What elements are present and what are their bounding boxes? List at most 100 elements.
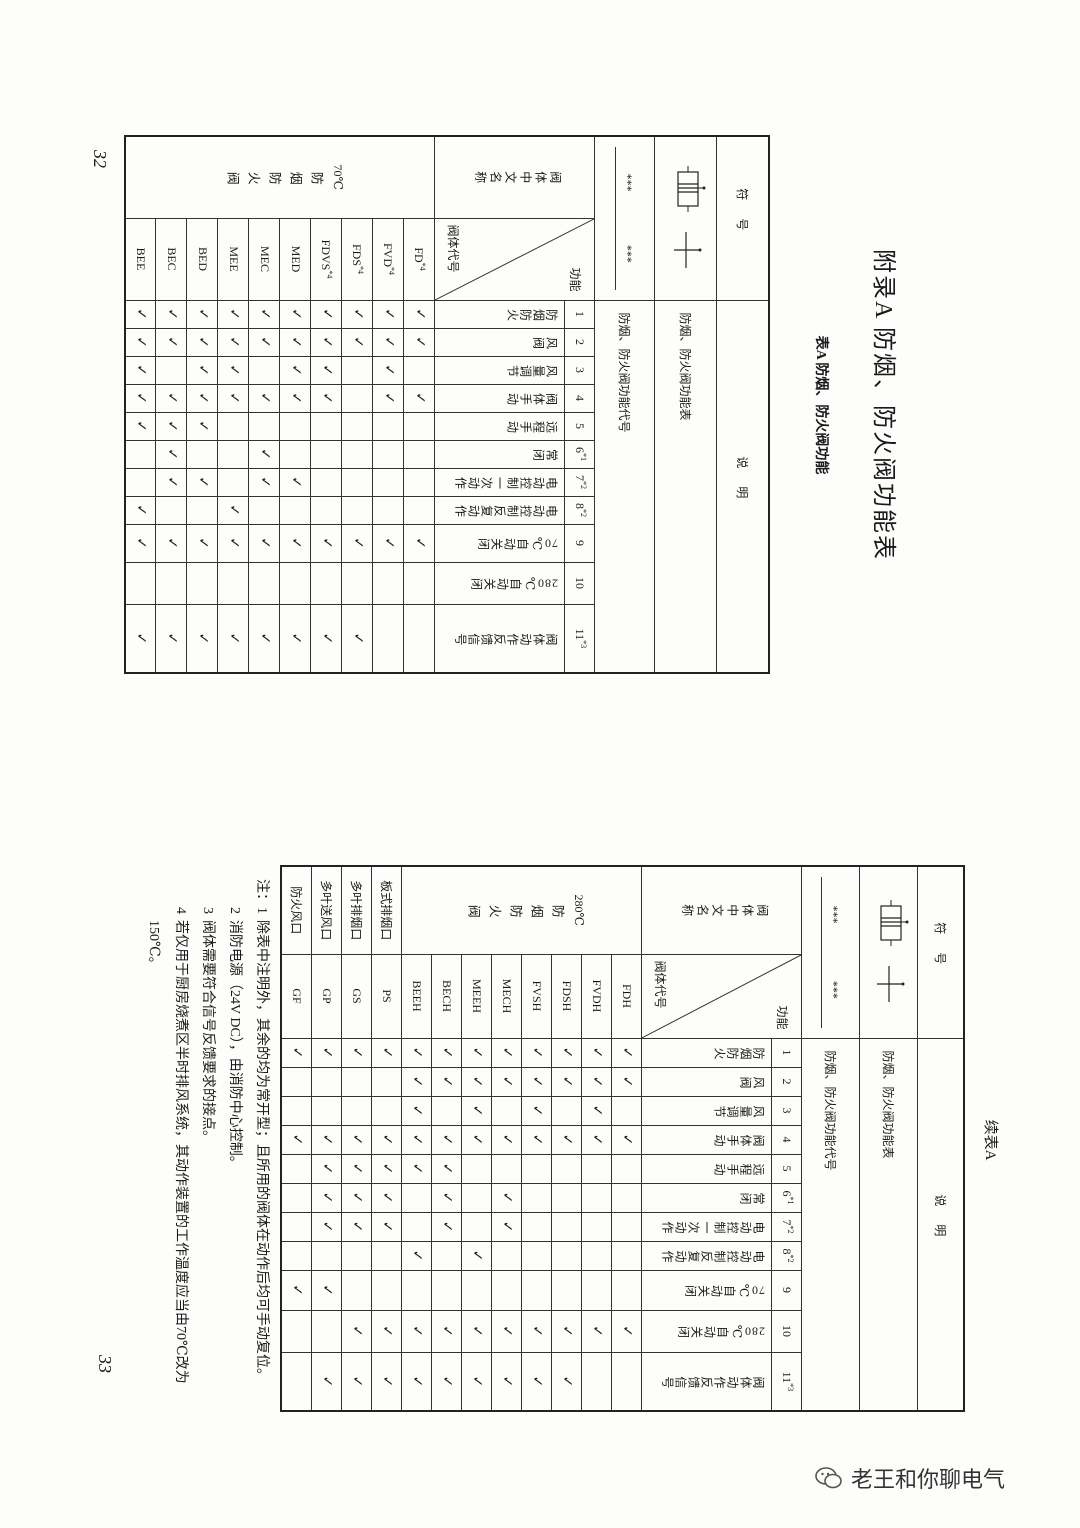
- check-mark: ✓: [558, 1133, 574, 1146]
- code-format-right: ***: [621, 244, 635, 263]
- check-mark: ✓: [558, 1075, 574, 1088]
- function-cell: ✓: [311, 604, 342, 674]
- function-cell: ✓: [249, 328, 280, 357]
- check-mark: ✓: [288, 1284, 304, 1296]
- name-header-cell: 阀体中文名称: [641, 866, 802, 954]
- name-header: 阀体中文名称: [472, 169, 562, 184]
- function-cell: ✓: [373, 384, 404, 413]
- diagonal-line: [642, 955, 801, 1038]
- function-label-cell: 风量调节: [641, 1096, 772, 1126]
- check-mark: ✓: [528, 1325, 544, 1337]
- function-cell: ✓: [249, 524, 280, 563]
- function-number: 3: [771, 1096, 802, 1126]
- function-cell: ✓: [431, 1212, 462, 1242]
- function-cell: [281, 1352, 312, 1412]
- function-cell: [249, 496, 280, 525]
- check-mark: ✓: [195, 364, 210, 376]
- check-mark: ✓: [438, 1075, 454, 1088]
- function-cell: [431, 1241, 462, 1271]
- function-number: 2: [771, 1067, 802, 1097]
- function-number: 3: [565, 356, 595, 385]
- description-text: 防烟、防火阀功能代号: [823, 1050, 838, 1171]
- function-cell: [187, 440, 218, 469]
- symbol-row: 防烟、防火阀功能表: [655, 136, 717, 674]
- note-item: 注：1 除表中注明外，其余的均为常开型；且所用的阀体在动作后均可手动复位。: [248, 870, 275, 1415]
- function-cell: [611, 1212, 642, 1242]
- function-label: 防烟防火: [506, 307, 558, 322]
- function-cell: [342, 412, 373, 441]
- function-cell: ✓: [342, 524, 373, 563]
- check-mark: ✓: [133, 504, 149, 516]
- function-cell: [311, 440, 342, 469]
- function-cell: ✓: [431, 1310, 462, 1353]
- check-mark: ✓: [288, 308, 303, 320]
- function-number: 7*2: [565, 468, 595, 497]
- function-cell: ✓: [521, 1067, 552, 1097]
- function-cell: ✓: [461, 1241, 492, 1271]
- table-row: 多叶送风口 GP ✓ ✓ ✓ ✓ ✓ ✓ ✓: [311, 866, 342, 1412]
- function-cell: [249, 356, 280, 385]
- check-mark: ✓: [318, 1375, 334, 1388]
- function-cell: ✓: [311, 356, 342, 385]
- function-number: 9: [565, 524, 595, 563]
- check-mark: ✓: [318, 1220, 334, 1233]
- function-cell: ✓: [431, 1154, 462, 1184]
- function-cell: [404, 604, 435, 674]
- description-cell: 防烟、防火阀功能表: [655, 300, 717, 674]
- page-33: 续表A 符号 说明 防烟、防火阀功能表 *** *** 防烟、防火阀功能代号 阀体中文名称功…: [70, 860, 1010, 1420]
- check-mark: ✓: [408, 1249, 424, 1262]
- function-cell: [281, 1212, 312, 1242]
- function-cell: [373, 440, 404, 469]
- function-label: 阀体动作反馈信号: [454, 631, 558, 646]
- function-cell: ✓: [431, 1038, 462, 1068]
- description-cell: 防烟、防火阀功能表: [859, 1038, 918, 1412]
- check-mark: ✓: [619, 1046, 635, 1059]
- function-number-text: 1: [780, 1049, 795, 1056]
- function-cell: [431, 1096, 462, 1126]
- function-cell: ✓: [311, 384, 342, 413]
- watermark-text: 老王和你聊电气: [851, 1468, 1006, 1493]
- valve-code-cell: FD*4: [404, 218, 435, 301]
- check-mark: ✓: [438, 1375, 454, 1388]
- check-mark: ✓: [350, 308, 365, 320]
- check-mark: ✓: [350, 336, 365, 348]
- function-cell: ✓: [187, 356, 218, 385]
- function-cell: ✓: [187, 300, 218, 329]
- function-cell: ✓: [461, 1067, 492, 1097]
- valve-code: MEE: [227, 246, 241, 272]
- function-number-row: 阀体中文名称 功能 阀体代号 1 2 3 4 5 6*1 7*2 8*2 9 10 11*3: [435, 136, 595, 674]
- function-label-cell: 阀体动作反馈信号: [435, 604, 565, 674]
- function-cell: ✓: [187, 604, 218, 674]
- function-cell: ✓: [187, 412, 218, 441]
- function-cell: ✓: [342, 604, 373, 674]
- function-cell: [521, 1270, 552, 1311]
- appendix-title: 附录A 防烟、防火阀功能表: [870, 248, 896, 561]
- function-cell: [581, 1212, 612, 1242]
- function-cell: [521, 1212, 552, 1242]
- function-cell: ✓: [311, 328, 342, 357]
- notes: 注：1 除表中注明外，其余的均为常开型；且所用的阀体在动作后均可手动复位。 2 消防电…: [140, 870, 275, 1415]
- function-cell: [281, 1067, 312, 1097]
- valve-name-cell: 多叶排烟口: [341, 866, 372, 954]
- check-mark: ✓: [319, 336, 334, 348]
- function-cell: ✓: [249, 468, 280, 497]
- function-label: 功能: [775, 1005, 790, 1030]
- page-number: 33: [95, 1355, 115, 1373]
- valve-name: 多叶送风口: [318, 880, 333, 941]
- valve-code-cell: BECH: [431, 954, 462, 1039]
- damper-symbol-icon: [674, 166, 706, 269]
- notes-prefix: 注：: [254, 879, 269, 907]
- function-cell: [342, 384, 373, 413]
- function-cell: [551, 1241, 582, 1271]
- check-mark: ✓: [498, 1046, 514, 1059]
- valve-code: FVDH: [589, 979, 604, 1013]
- symbol-cell: [859, 866, 918, 1039]
- check-mark: ✓: [378, 1375, 394, 1388]
- check-mark: ✓: [588, 1325, 604, 1337]
- valve-name-cell: 板式排烟口: [371, 866, 402, 954]
- check-mark: ✓: [438, 1325, 454, 1337]
- code-format-row: *** *** 防烟、防火阀功能代号: [595, 136, 655, 674]
- name-header-cell: 阀体中文名称: [435, 136, 595, 218]
- function-cell: [373, 468, 404, 497]
- check-mark: ✓: [288, 1046, 304, 1059]
